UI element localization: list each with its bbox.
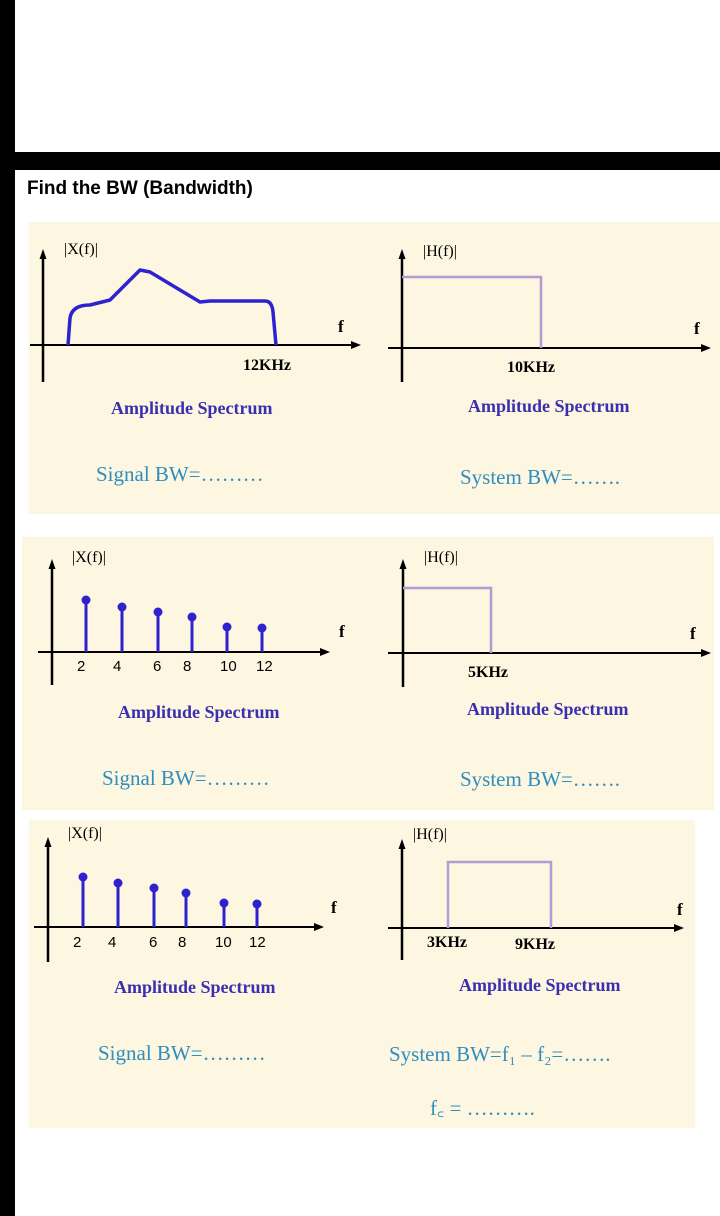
row2-signal-impulses bbox=[81, 595, 267, 652]
row2-tick-10: 10 bbox=[220, 658, 237, 675]
row3-signal-ylabel: |X(f)| bbox=[68, 825, 102, 842]
row3-system-xlabel: f bbox=[677, 900, 683, 919]
row3-system-fc: f꜀ = ………. bbox=[430, 1096, 535, 1120]
row3-impulse-12-head bbox=[252, 899, 262, 909]
row3-tick-12: 12 bbox=[249, 934, 266, 951]
row1-system-freq-label: 10KHz bbox=[507, 359, 555, 376]
row2-tick-12: 12 bbox=[256, 658, 273, 675]
top-black-bar bbox=[0, 152, 720, 170]
row2-tick-2: 2 bbox=[77, 658, 86, 675]
row2-impulse-12-head bbox=[257, 623, 267, 633]
row1-system-ylabel: |H(f)| bbox=[423, 243, 457, 260]
row1-signal-freq-label: 12KHz bbox=[243, 357, 291, 374]
row2-impulse-6-head bbox=[153, 607, 163, 617]
row1-signal-ylabel: |X(f)| bbox=[64, 241, 98, 258]
row2-signal-y-arrow bbox=[48, 559, 56, 569]
row2-system-xlabel: f bbox=[690, 624, 696, 643]
row2-system-caption: Amplitude Spectrum bbox=[467, 699, 629, 719]
row1-signal-spectrum-curve bbox=[66, 268, 278, 346]
row3-system-ylabel: |H(f)| bbox=[413, 826, 447, 843]
row2-tick-8: 8 bbox=[183, 658, 192, 675]
row2-signal-ylabel: |X(f)| bbox=[72, 549, 106, 566]
row3-impulse-6-head bbox=[149, 883, 159, 893]
row3-system-bw: System BW=f₁ – f₂=……. bbox=[389, 1042, 611, 1066]
row3-impulse-4-head bbox=[113, 878, 123, 888]
row1-system-filter-rect bbox=[402, 275, 543, 348]
row2-system-bw: System BW=……. bbox=[460, 767, 621, 791]
row3-tick-2: 2 bbox=[73, 934, 82, 951]
row2-impulse-10-head bbox=[222, 622, 232, 632]
page-title: Find the BW (Bandwidth) bbox=[27, 178, 253, 199]
row3-tick-4: 4 bbox=[108, 934, 117, 951]
row3-system-y-arrow bbox=[398, 839, 406, 849]
blank-top-area bbox=[0, 0, 720, 152]
row2-impulse-2-head bbox=[81, 595, 91, 605]
row2-impulse-4-head bbox=[117, 602, 127, 612]
row2-system-freq-label: 5KHz bbox=[468, 664, 508, 681]
row3-signal-xlabel: f bbox=[331, 898, 337, 917]
row2-signal-bw: Signal BW=……… bbox=[102, 766, 270, 790]
row2-impulse-8-head bbox=[187, 612, 197, 622]
row1-signal-caption: Amplitude Spectrum bbox=[111, 398, 273, 418]
row3-signal-caption: Amplitude Spectrum bbox=[114, 977, 276, 997]
row1-signal-y-arrow bbox=[39, 249, 47, 259]
row1-signal-bw: Signal BW=……… bbox=[96, 462, 264, 486]
row3-system-bandpass-rect bbox=[446, 860, 553, 928]
row2-tick-4: 4 bbox=[113, 658, 122, 675]
row1-signal-x-arrow bbox=[351, 341, 361, 349]
row3-signal-x-arrow bbox=[314, 923, 324, 931]
row1-system-bw: System BW=……. bbox=[460, 465, 621, 489]
row3-tick-6: 6 bbox=[149, 934, 158, 951]
row1-system-y-arrow bbox=[398, 249, 406, 259]
row3-system-caption: Amplitude Spectrum bbox=[459, 975, 621, 995]
row2-system-y-arrow bbox=[399, 559, 407, 569]
row3-tick-8: 8 bbox=[178, 934, 187, 951]
row2-signal-x-arrow bbox=[320, 648, 330, 656]
row1-system-xlabel: f bbox=[694, 319, 700, 338]
row3-signal-impulses bbox=[78, 872, 262, 927]
row2-signal-xlabel: f bbox=[339, 622, 345, 641]
row3-panel bbox=[29, 820, 695, 1128]
row3-impulse-2-head bbox=[78, 872, 88, 882]
row1-system-x-arrow bbox=[701, 344, 711, 352]
row3-signal-bw: Signal BW=……… bbox=[98, 1041, 266, 1065]
row3-system-freq-high: 9KHz bbox=[515, 936, 555, 953]
row1-system-caption: Amplitude Spectrum bbox=[468, 396, 630, 416]
row2-tick-6: 6 bbox=[153, 658, 162, 675]
row3-impulse-8-head bbox=[181, 888, 191, 898]
row3-tick-10: 10 bbox=[215, 934, 232, 951]
row1-signal-xlabel: f bbox=[338, 317, 344, 336]
row2-panel bbox=[22, 537, 714, 810]
row3-system-x-arrow bbox=[674, 924, 684, 932]
row2-signal-caption: Amplitude Spectrum bbox=[118, 702, 280, 722]
row3-signal-y-arrow bbox=[44, 837, 52, 847]
row2-system-ylabel: |H(f)| bbox=[424, 549, 458, 566]
row3-impulse-10-head bbox=[219, 898, 229, 908]
row3-system-freq-low: 3KHz bbox=[427, 934, 467, 951]
row2-system-filter-rect bbox=[403, 586, 493, 653]
row2-system-x-arrow bbox=[701, 649, 711, 657]
left-black-bar bbox=[0, 0, 15, 1216]
